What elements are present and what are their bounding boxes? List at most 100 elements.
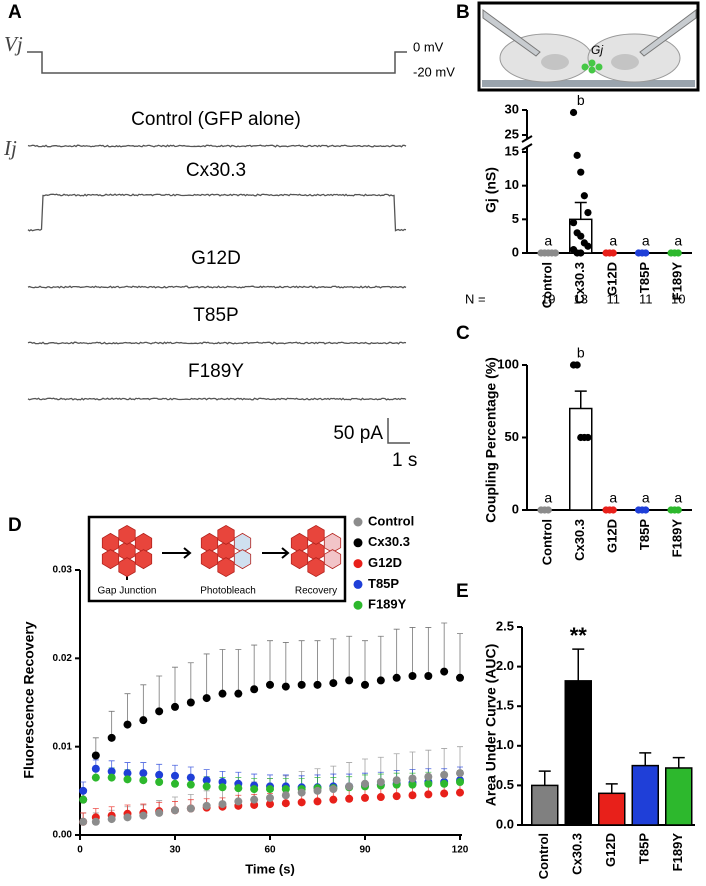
- legend-marker: [353, 600, 363, 610]
- x-tick-label: F189Y: [670, 833, 685, 872]
- ij-trace: [27, 193, 407, 232]
- data-point: [266, 793, 274, 802]
- data-point: [171, 806, 179, 815]
- inset-label: Gj: [591, 43, 603, 57]
- data-point: [674, 506, 682, 514]
- x-tick-label: Control: [536, 833, 551, 879]
- x-tick-label: Cx30.3: [572, 262, 587, 304]
- data-point: [609, 506, 617, 514]
- x-tick-label: 0: [77, 845, 83, 856]
- error-bar: [572, 648, 585, 681]
- ij-trace: [27, 285, 407, 289]
- data-point: [250, 785, 259, 794]
- y-tick-label: 15: [505, 143, 519, 158]
- junction: [588, 59, 596, 67]
- data-point: [392, 776, 401, 785]
- error-bar: [362, 640, 368, 685]
- error-bar: [409, 627, 416, 676]
- data-point: [569, 108, 578, 117]
- error-bar: [330, 638, 337, 684]
- error-bar: [574, 390, 587, 409]
- data-point: [107, 773, 116, 782]
- x-tick-label: Control: [540, 519, 555, 565]
- x-tick-label: T85P: [637, 519, 652, 550]
- y-tick-label: 30: [505, 101, 519, 116]
- data-point: [186, 780, 195, 789]
- data-point: [456, 769, 464, 778]
- y-tick-label: 1.0: [496, 737, 514, 752]
- x-tick-label: 60: [264, 845, 276, 856]
- data-point: [408, 774, 417, 783]
- y-tick-label: 1.5: [496, 698, 514, 713]
- data-point: [218, 783, 227, 792]
- data-point: [297, 680, 306, 689]
- data-point: [234, 784, 243, 793]
- y-tick-label: 2.0: [496, 658, 514, 673]
- data-point: [392, 792, 401, 801]
- scale-bar: [387, 418, 410, 444]
- data-point: [376, 778, 385, 786]
- data-point: [584, 242, 592, 250]
- data-point: [186, 698, 195, 707]
- significance-letter: b: [577, 345, 585, 361]
- error-bar: [172, 666, 178, 707]
- data-point: [155, 707, 164, 716]
- junction: [581, 63, 589, 71]
- error-bar: [124, 693, 131, 725]
- data-point: [361, 779, 369, 788]
- data-point: [577, 249, 585, 257]
- x-tick-label: Control: [540, 262, 555, 308]
- inset-label: Photobleach: [200, 586, 256, 597]
- y-tick-label: 5: [512, 211, 519, 226]
- data-point: [569, 219, 578, 227]
- data-point: [345, 782, 354, 791]
- data-point: [123, 813, 132, 822]
- data-point: [266, 800, 274, 809]
- nucleus: [541, 54, 569, 70]
- n-value: 11: [639, 291, 653, 306]
- y-tick-label: 0.00: [53, 830, 73, 841]
- data-point: [297, 798, 306, 807]
- bar: [665, 767, 693, 826]
- data-point: [107, 767, 116, 776]
- x-tick-label: F189Y: [670, 262, 685, 301]
- x-tick-label: Cx30.3: [572, 519, 587, 561]
- data-point: [234, 689, 243, 698]
- data-point: [171, 702, 179, 711]
- data-point: [361, 680, 369, 689]
- trace-label: G12D: [191, 248, 241, 269]
- legend-marker: [353, 579, 363, 589]
- data-point: [234, 797, 243, 806]
- data-point: [155, 770, 164, 779]
- data-point: [107, 815, 116, 824]
- error-bar: [672, 756, 685, 768]
- panel-b-inset: Gj: [477, 1, 700, 92]
- cell: [101, 549, 120, 570]
- scale-label: 50 pA: [333, 423, 383, 444]
- bar: [598, 792, 626, 826]
- error-bar: [219, 649, 226, 694]
- n-value: 19: [541, 291, 555, 306]
- data-point: [456, 673, 464, 682]
- level-label: -20 mV: [413, 64, 455, 79]
- data-point: [361, 793, 369, 802]
- ij-trace: [27, 397, 407, 401]
- n-value: 11: [607, 291, 621, 306]
- panel-label: A: [8, 2, 22, 23]
- x-tick-label: G12D: [605, 519, 620, 553]
- data-point: [345, 794, 354, 803]
- cell: [233, 549, 252, 570]
- cell: [290, 549, 309, 570]
- y-axis-label: Coupling Percentage (%): [483, 357, 499, 523]
- error-bar: [298, 640, 305, 685]
- data-point: [123, 769, 132, 778]
- axis-break: [521, 143, 533, 151]
- y-tick-label: 50: [505, 429, 519, 444]
- data-point: [250, 685, 259, 694]
- data-point: [91, 773, 100, 782]
- error-bar: [425, 627, 432, 676]
- y-tick-label: 2.5: [496, 618, 514, 633]
- error-bar: [605, 783, 618, 794]
- bar: [631, 764, 659, 826]
- data-point: [281, 785, 290, 794]
